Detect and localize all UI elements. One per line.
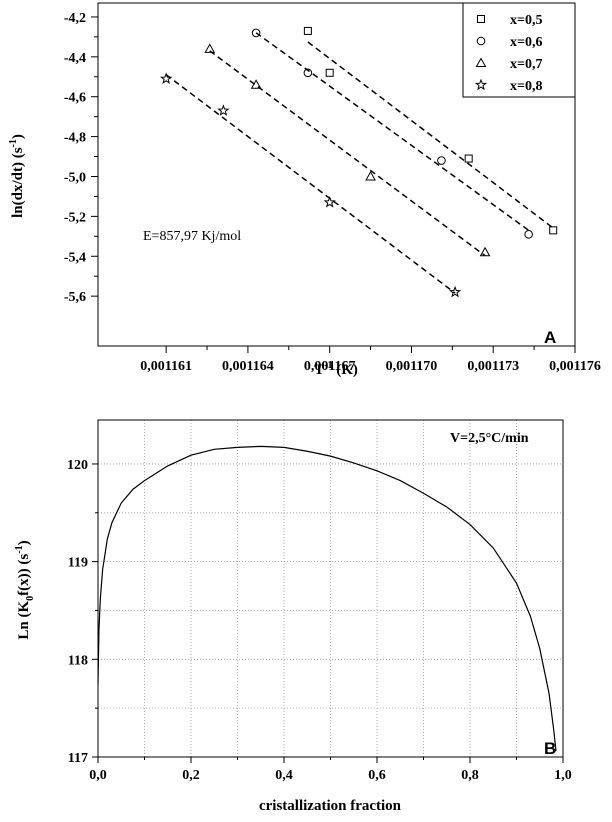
chart-a-legend-label: x=0,5 (510, 13, 542, 28)
chart-a-y-tick-label: -5,2 (64, 210, 86, 225)
chart-a-legend-marker-star (474, 78, 488, 91)
chart-a-point-triangle (204, 43, 216, 53)
chart-a-point-triangle (250, 79, 262, 89)
chart-b-x-tick-label: 0,4 (275, 768, 293, 783)
chart-a-fit-line-1 (307, 41, 554, 229)
chart-a-y-tick-label: -4,2 (64, 11, 86, 26)
chart-b-y-tick-label: 119 (68, 556, 88, 571)
chart-b-x-axis-label: cristallization fraction (259, 798, 402, 814)
chart-a-y-tick-label: -5,6 (64, 290, 86, 305)
chart-a-y-tick-label: -5,0 (64, 170, 86, 185)
chart-b-x-tick-label: 0,2 (182, 768, 200, 783)
chart-a-y-axis-label: ln(dx/dt) (s-1) (8, 134, 26, 218)
chart-a-x-axis-label-sup: -1 (324, 360, 332, 371)
chart-a-x-tick-label: 0,001161 (140, 359, 192, 374)
chart-a-legend-marker-circle (476, 36, 486, 46)
chart-a-legend: x=0,5 x=0,6 x=0,7 x=0,8 (462, 2, 576, 98)
chart-a-y-tick-label: -5,4 (64, 250, 86, 265)
chart-b-heating-rate-label: V=2,5°C/min (450, 431, 529, 446)
chart-b-x-tick-label: 0,6 (368, 768, 386, 783)
chart-a-point-circle (251, 28, 261, 38)
chart-a-point-circle (303, 68, 313, 78)
chart-a-point-circle (524, 230, 533, 239)
chart-a-point-square (303, 26, 312, 35)
chart-a-legend-marker-triangle (475, 57, 487, 67)
chart-a-y-tick-label: -4,6 (64, 91, 86, 106)
chart-a-fit-line-2 (255, 32, 530, 231)
chart-b-x-tick-label: 1,0 (554, 768, 572, 783)
chart-a-point-star (160, 72, 173, 84)
chart-a-x-tick-label: 0,001173 (467, 359, 519, 374)
chart-b-grid (98, 420, 563, 757)
chart-b-x-tick-label: 0,8 (461, 768, 479, 783)
chart-a-legend-label: x=0,6 (510, 35, 542, 50)
chart-b-y-tick-label: 118 (68, 653, 88, 668)
chart-a-point-circle (437, 156, 446, 165)
chart-b-panel-letter: B (544, 739, 556, 758)
chart-a-point-triangle (479, 246, 491, 257)
chart-a: 0,001161 0,001164 0,001167 0,001170 0,001173… (8, 2, 601, 378)
chart-b-x-tick-label: 0,0 (89, 768, 107, 783)
chart-a-x-tick-label: 0,001167 (304, 359, 356, 374)
chart-a-ticks: 0,001161 0,001164 0,001167 0,001170 0,001173… (64, 11, 601, 374)
chart-b-ticks: 0,0 0,2 0,4 0,6 0,8 1,0 117 118 119 120 (67, 458, 572, 783)
chart-b-y-axis-label-sub: 0 (25, 596, 36, 601)
chart-a-x-axis-label: T-1 (K) (314, 360, 358, 378)
chart-a-point-square (325, 68, 334, 77)
chart-a-legend-items: x=0,5 x=0,6 x=0,7 x=0,8 (474, 13, 542, 94)
chart-a-y-tick-label: -4,4 (64, 51, 86, 66)
chart-a-y-axis-label-sup: -1 (8, 139, 19, 147)
chart-b-y-axis-label-rest: ) (16, 540, 32, 545)
chart-a-fit-line-3 (209, 50, 486, 257)
chart-a-point-square (464, 154, 473, 163)
chart-a-x-axis-label-main: T (314, 362, 324, 378)
chart-a-fit-lines (165, 32, 554, 294)
chart-a-y-tick-label: -4,8 (64, 131, 86, 146)
chart-b-y-tick-label: 120 (67, 458, 88, 473)
chart-a-markers (160, 26, 558, 298)
chart-a-x-tick-label: 0,001164 (222, 359, 274, 374)
chart-b-series (97, 445, 557, 752)
chart-a-x-tick-label: 0,001170 (386, 359, 438, 374)
chart-a-y-axis-label-main: ln(dx/dt) (s (10, 147, 26, 218)
chart-a-legend-marker-square (477, 15, 485, 23)
chart-a-point-star (448, 285, 462, 298)
chart-a-legend-label: x=0,7 (510, 57, 542, 72)
chart-a-x-axis-label-rest: (K) (332, 362, 357, 378)
chart-a-point-square (549, 226, 558, 235)
chart-a-x-tick-label: 0,001176 (549, 359, 601, 374)
chart-b-y-axis-label-mid: f(x)) (s (16, 554, 32, 596)
chart-a-panel-letter: A (544, 328, 556, 347)
chart-b-series-line-1 (97, 445, 557, 752)
chart-a-legend-label: x=0,8 (510, 79, 542, 94)
chart-a-plot-frame (97, 2, 576, 347)
chart-a-point-triangle (365, 170, 376, 181)
chart-a-point-star (323, 195, 336, 208)
chart-a-fit-line-4 (165, 74, 456, 294)
chart-b: 0,0 0,2 0,4 0,6 0,8 1,0 117 118 119 120 V=2,5°C/m… (14, 419, 572, 814)
chart-a-y-axis-label-rest: ) (10, 134, 26, 139)
chart-b-y-axis-label-sup: -1 (14, 545, 25, 553)
chart-b-y-tick-label: 117 (68, 751, 88, 766)
chart-a-point-star (217, 104, 230, 116)
chart-a-activation-energy-label: E=857,97 Kj/mol (143, 229, 241, 244)
chart-b-y-axis-label-main: Ln (K (16, 601, 32, 640)
chart-b-y-axis-label: Ln (K0f(x)) (s-1) (14, 540, 36, 639)
